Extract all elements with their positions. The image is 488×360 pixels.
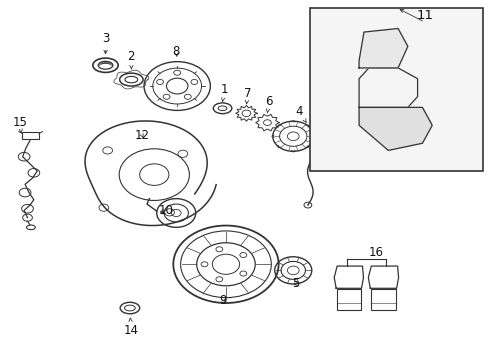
Text: 6: 6: [264, 95, 272, 113]
Bar: [22, 132, 39, 139]
Text: 3: 3: [102, 32, 109, 54]
Text: 16: 16: [368, 246, 383, 259]
Text: 8: 8: [172, 45, 180, 58]
Bar: [336, 289, 360, 310]
Text: 15: 15: [13, 116, 28, 132]
Polygon shape: [358, 28, 407, 68]
Text: 2: 2: [127, 50, 135, 69]
Text: 12: 12: [134, 129, 149, 142]
Text: 1: 1: [220, 83, 227, 102]
Text: 7: 7: [244, 87, 251, 104]
Text: 4: 4: [295, 105, 306, 123]
Text: 13: 13: [316, 116, 331, 135]
Text: 14: 14: [123, 318, 139, 337]
Text: 11: 11: [416, 9, 432, 22]
Bar: [370, 289, 395, 310]
Text: 10: 10: [159, 204, 174, 217]
Bar: [310, 8, 483, 171]
Text: 5: 5: [291, 278, 299, 291]
Text: 9: 9: [218, 294, 226, 307]
Polygon shape: [358, 107, 431, 150]
